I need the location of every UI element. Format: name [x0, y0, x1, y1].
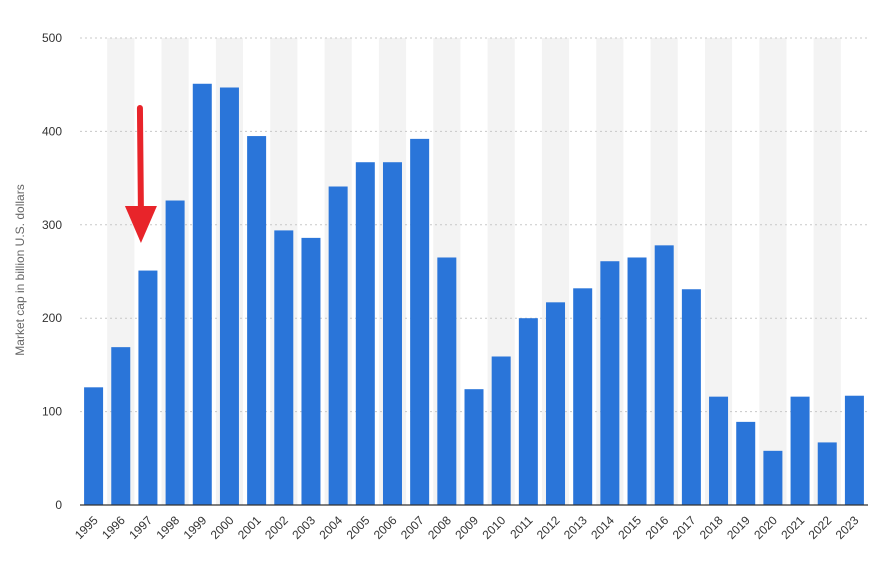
bar-2017[interactable]: [681, 289, 701, 505]
bar-2005[interactable]: [355, 162, 375, 506]
x-tick-label: 2012: [534, 513, 563, 542]
x-tick-label: 2013: [561, 513, 590, 542]
bar-2006[interactable]: [382, 162, 402, 506]
bar-2021[interactable]: [790, 396, 810, 505]
bars: [84, 83, 864, 506]
arrow-head: [124, 206, 157, 243]
bar-2022[interactable]: [817, 442, 837, 505]
bar-1999[interactable]: [192, 83, 212, 506]
x-tick-label: 2003: [289, 513, 318, 542]
bar-2011[interactable]: [518, 318, 538, 505]
bar-1995[interactable]: [84, 387, 104, 505]
bar-2009[interactable]: [464, 389, 484, 505]
bar-2016[interactable]: [654, 245, 674, 505]
y-tick-label: 400: [42, 124, 62, 138]
x-tick-label: 2006: [371, 513, 400, 542]
x-axis-tick-labels: 1995199619971998199920002001200220032004…: [72, 513, 862, 542]
arrow-shaft: [136, 105, 144, 215]
bar-2007[interactable]: [410, 138, 430, 505]
y-tick-label: 0: [55, 498, 62, 512]
x-tick-label: 2015: [615, 513, 644, 542]
y-tick-label: 100: [42, 405, 62, 419]
bar-2018[interactable]: [709, 396, 729, 505]
x-tick-label: 2017: [670, 513, 699, 542]
x-tick-label: 1999: [181, 513, 210, 542]
x-tick-label: 2011: [507, 513, 535, 541]
x-tick-label: 1998: [153, 513, 182, 542]
column-band: [759, 38, 787, 505]
bar-2001[interactable]: [247, 136, 267, 505]
bar-2013[interactable]: [573, 288, 593, 505]
x-tick-label: 2022: [806, 513, 835, 542]
bar-2019[interactable]: [736, 421, 756, 505]
column-band: [813, 38, 841, 505]
bar-2010[interactable]: [491, 356, 511, 505]
bar-2015[interactable]: [627, 257, 647, 505]
x-tick-label: 2008: [425, 513, 454, 542]
x-tick-label: 2005: [344, 513, 373, 542]
y-tick-label: 200: [42, 311, 62, 325]
y-axis-tick-labels: 0 100 200 300 400 500: [42, 31, 62, 512]
x-tick-label: 1996: [99, 513, 128, 542]
x-tick-label: 2010: [480, 513, 509, 542]
bar-2003[interactable]: [301, 237, 321, 505]
x-tick-label: 2019: [724, 513, 753, 542]
y-tick-label: 500: [42, 31, 62, 45]
x-tick-label: 2000: [208, 513, 237, 542]
x-tick-label: 2018: [697, 513, 726, 542]
y-tick-label: 300: [42, 218, 62, 232]
y-axis-title: Market cap in billion U.S. dollars: [13, 184, 27, 355]
bar-2002[interactable]: [274, 230, 294, 506]
bar-1996[interactable]: [111, 347, 131, 505]
x-tick-label: 2007: [398, 513, 427, 542]
x-tick-label: 1995: [72, 513, 101, 542]
x-tick-label: 2014: [588, 513, 617, 542]
bar-2014[interactable]: [600, 261, 620, 505]
x-tick-label: 2016: [643, 513, 672, 542]
bar-2008[interactable]: [437, 257, 457, 505]
annotation-arrow: [124, 105, 157, 243]
x-tick-label: 2021: [778, 513, 807, 542]
x-tick-label: 2002: [262, 513, 291, 542]
x-tick-label: 2023: [833, 513, 862, 542]
bar-2020[interactable]: [763, 450, 783, 505]
bar-2004[interactable]: [328, 186, 348, 506]
x-tick-label: 1997: [126, 513, 155, 542]
x-tick-label: 2001: [235, 513, 264, 542]
bar-2012[interactable]: [546, 302, 566, 505]
bar-2023[interactable]: [844, 395, 864, 505]
x-tick-label: 2009: [452, 513, 481, 542]
x-tick-label: 2004: [316, 513, 345, 542]
x-tick-label: 2020: [751, 513, 780, 542]
bar-2000[interactable]: [219, 87, 239, 505]
bar-1997[interactable]: [138, 270, 158, 505]
bar-1998[interactable]: [165, 200, 185, 506]
